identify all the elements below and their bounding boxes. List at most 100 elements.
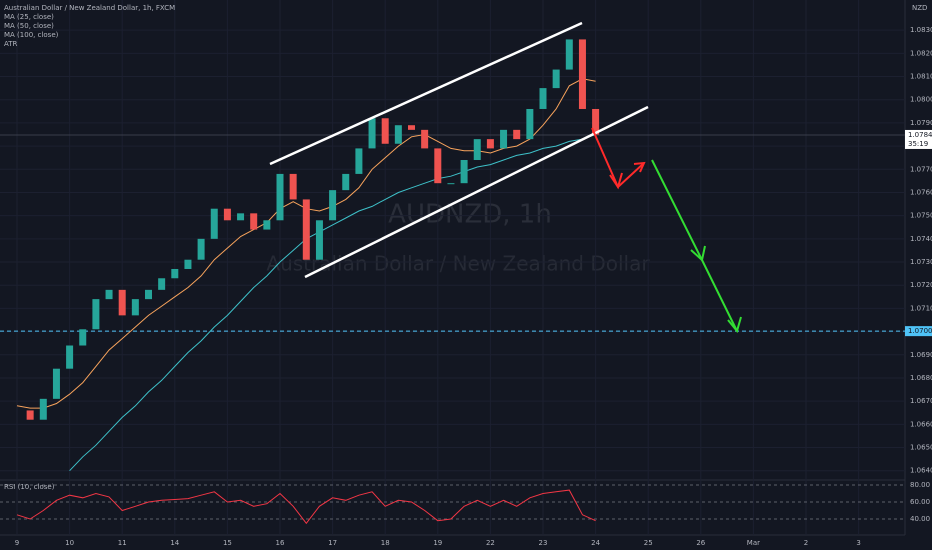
y-tick-label: 1.07400 bbox=[910, 235, 932, 243]
y-tick-label: 1.08100 bbox=[910, 73, 932, 81]
rsi-tick-label: 80.00 bbox=[910, 481, 930, 489]
y-tick-label: 1.07900 bbox=[910, 119, 932, 127]
candle bbox=[289, 173, 297, 200]
rsi-tick-label: 60.00 bbox=[910, 498, 930, 506]
candle bbox=[447, 183, 455, 185]
y-tick-label: 1.07100 bbox=[910, 304, 932, 312]
candle bbox=[302, 199, 310, 260]
x-tick-label: 24 bbox=[591, 539, 600, 547]
chart-title: Australian Dollar / New Zealand Dollar, … bbox=[4, 4, 175, 12]
candle bbox=[52, 368, 60, 399]
candle bbox=[26, 410, 34, 420]
x-tick-label: 25 bbox=[644, 539, 653, 547]
candle bbox=[79, 329, 87, 346]
y-tick-label: 1.07300 bbox=[910, 258, 932, 266]
x-tick-label: 19 bbox=[433, 539, 442, 547]
x-tick-label: 17 bbox=[328, 539, 337, 547]
candle bbox=[355, 148, 363, 174]
channel-upper bbox=[269, 21, 583, 166]
candle bbox=[105, 289, 113, 300]
candle bbox=[329, 190, 337, 221]
candle bbox=[131, 299, 139, 316]
candle bbox=[592, 108, 600, 135]
candle bbox=[158, 278, 166, 290]
candle bbox=[539, 88, 547, 109]
indicator-label: MA (25, close) bbox=[4, 13, 54, 21]
current-price-box bbox=[905, 129, 932, 149]
x-tick-label: Mar bbox=[747, 539, 760, 547]
candle bbox=[276, 173, 284, 221]
x-tick-label: 10 bbox=[65, 539, 74, 547]
y-tick-label: 1.07500 bbox=[910, 212, 932, 220]
watermark: AUDNZD, 1h bbox=[388, 200, 552, 230]
x-tick-label: 18 bbox=[381, 539, 390, 547]
x-tick-label: 14 bbox=[170, 539, 179, 547]
arrow-red-head bbox=[609, 172, 623, 190]
x-tick-label: 11 bbox=[118, 539, 127, 547]
y-tick-label: 1.06900 bbox=[910, 351, 932, 359]
rsi-tick-label: 40.00 bbox=[910, 515, 930, 523]
x-tick-label: 23 bbox=[539, 539, 548, 547]
candle bbox=[184, 259, 192, 269]
watermark-subtitle: Australian Dollar / New Zealand Dollar bbox=[266, 252, 650, 276]
currency-label: NZD bbox=[912, 4, 927, 12]
target-level-box bbox=[905, 326, 932, 337]
candle bbox=[118, 289, 126, 316]
y-tick-label: 1.08300 bbox=[910, 26, 932, 34]
y-tick-label: 1.08200 bbox=[910, 49, 932, 57]
candle bbox=[39, 398, 47, 420]
candle bbox=[394, 125, 402, 144]
target-level-label: 1.07002 bbox=[908, 327, 932, 335]
rsi-label: RSI (10, close) bbox=[4, 483, 55, 491]
current-price-label: 1.07848 bbox=[908, 131, 932, 139]
candle bbox=[408, 125, 415, 130]
x-tick-label: 2 bbox=[804, 539, 808, 547]
candle bbox=[526, 108, 534, 140]
candle bbox=[434, 148, 442, 184]
countdown-label: 35:19 bbox=[908, 140, 928, 148]
candle bbox=[486, 139, 494, 149]
candle bbox=[552, 69, 560, 89]
rsi-line bbox=[16, 489, 596, 525]
y-tick-label: 1.07200 bbox=[910, 281, 932, 289]
candle bbox=[92, 299, 100, 330]
candle bbox=[171, 268, 179, 279]
moving-average bbox=[69, 134, 596, 472]
candle bbox=[197, 238, 205, 260]
arrow-red-head bbox=[633, 161, 646, 173]
candle bbox=[381, 118, 389, 144]
x-tick-label: 15 bbox=[223, 539, 232, 547]
y-tick-label: 1.06600 bbox=[910, 420, 932, 428]
y-tick-label: 1.06700 bbox=[910, 397, 932, 405]
y-tick-label: 1.06400 bbox=[910, 467, 932, 475]
y-tick-label: 1.06500 bbox=[910, 444, 932, 452]
x-tick-label: 16 bbox=[276, 539, 285, 547]
x-tick-label: 9 bbox=[15, 539, 19, 547]
candle bbox=[500, 129, 508, 149]
candle bbox=[460, 160, 468, 184]
indicator-label: MA (100, close) bbox=[4, 31, 59, 39]
x-tick-label: 26 bbox=[696, 539, 705, 547]
y-tick-label: 1.06800 bbox=[910, 374, 932, 382]
candle bbox=[315, 220, 323, 260]
candle bbox=[421, 129, 429, 149]
candle bbox=[250, 213, 258, 230]
y-tick-label: 1.07600 bbox=[910, 188, 932, 196]
candle bbox=[66, 345, 74, 369]
channel-lower bbox=[304, 105, 649, 279]
candle bbox=[342, 173, 350, 191]
candle bbox=[145, 289, 152, 300]
candle bbox=[578, 39, 586, 109]
arrow-green-head bbox=[690, 245, 706, 262]
candle bbox=[223, 208, 231, 221]
y-tick-label: 1.07700 bbox=[910, 165, 932, 173]
indicator-label: ATR bbox=[4, 40, 18, 48]
candle bbox=[237, 213, 245, 221]
x-tick-label: 22 bbox=[486, 539, 495, 547]
x-tick-label: 3 bbox=[856, 539, 860, 547]
candle bbox=[368, 118, 376, 149]
y-tick-label: 1.08000 bbox=[910, 96, 932, 104]
